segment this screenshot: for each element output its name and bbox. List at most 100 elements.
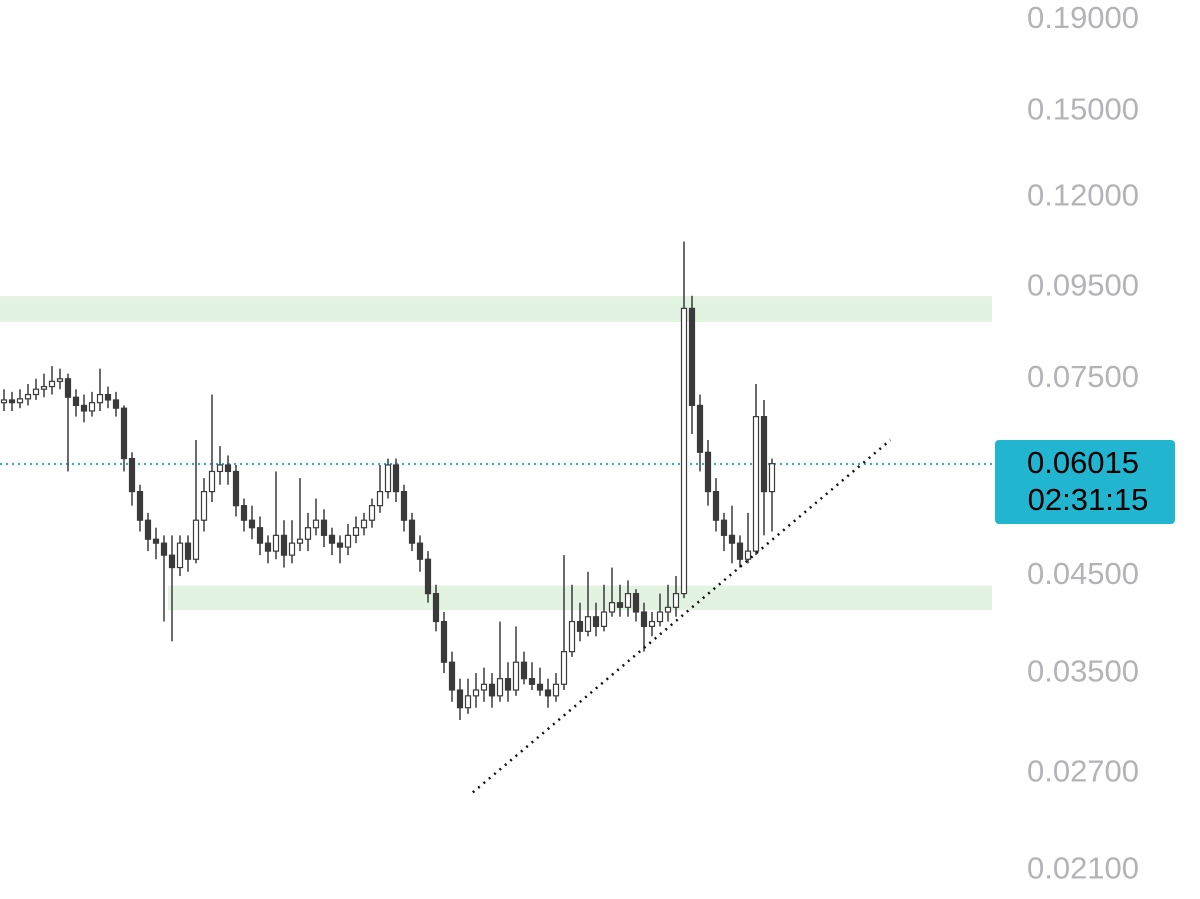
candle-body — [304, 527, 312, 540]
candle-body — [176, 542, 184, 569]
candle-body — [624, 593, 632, 608]
candle-body — [184, 542, 192, 560]
candle-body — [464, 695, 472, 709]
y-tick-label: 0.02100 — [1027, 851, 1139, 886]
candle-body — [216, 464, 224, 473]
candle-body — [608, 602, 616, 613]
candle-body — [600, 611, 608, 627]
candle-body — [488, 683, 496, 697]
candle-body — [664, 606, 672, 613]
candle-body — [200, 490, 208, 521]
candle-body — [128, 457, 136, 493]
candle-body — [312, 519, 320, 529]
candle-body — [72, 396, 80, 407]
candle-body — [616, 602, 624, 608]
candle-body — [8, 399, 16, 404]
candle-body — [240, 505, 248, 521]
candle-body — [712, 490, 720, 521]
last-price-box — [995, 439, 1175, 524]
candle-body — [512, 661, 520, 691]
candle-body — [448, 661, 456, 691]
candle-body — [760, 416, 768, 493]
trendline — [471, 439, 892, 794]
candle-body — [192, 519, 200, 560]
candle-body — [48, 380, 56, 388]
candle-body — [432, 593, 440, 623]
candle-body — [496, 678, 504, 697]
candle-body — [424, 558, 432, 595]
candle-body — [560, 651, 568, 685]
candle-body — [456, 689, 464, 709]
candle-body — [56, 378, 64, 382]
candle-body — [376, 490, 384, 507]
candle-body — [736, 542, 744, 560]
candle-body — [568, 620, 576, 653]
candle-body — [528, 678, 536, 685]
candle-body — [336, 542, 344, 548]
candle-body — [408, 519, 416, 544]
candle-body — [344, 534, 352, 548]
y-tick-label: 0.19000 — [1027, 0, 1139, 35]
candle-body — [640, 611, 648, 627]
y-tick-label: 0.12000 — [1027, 177, 1139, 212]
candle-body — [672, 593, 680, 608]
candle-body — [288, 542, 296, 556]
candle-body — [152, 538, 160, 544]
candle-body — [656, 611, 664, 623]
candle-body — [64, 378, 72, 398]
candle-body — [472, 689, 480, 697]
candle-body — [168, 554, 176, 569]
candle-body — [328, 534, 336, 544]
y-tick-label: 0.07500 — [1027, 359, 1139, 394]
candle-body — [208, 470, 216, 493]
candle-body — [576, 620, 584, 632]
candle-body — [440, 620, 448, 663]
candle-body — [360, 519, 368, 529]
candle-body — [384, 464, 392, 493]
candle-body — [120, 407, 128, 460]
y-tick-label: 0.15000 — [1027, 91, 1139, 126]
candle-body — [224, 464, 232, 473]
candle-body — [104, 393, 112, 401]
candle-body — [296, 538, 304, 544]
candle-body — [352, 527, 360, 536]
candle-body — [648, 620, 656, 627]
candle-body — [632, 593, 640, 613]
candle-body — [704, 451, 712, 493]
candle-body — [80, 404, 88, 412]
candle-body — [768, 463, 776, 493]
candle-body — [24, 393, 32, 400]
candle-body — [416, 542, 424, 560]
candle-body — [160, 542, 168, 556]
candle-body — [552, 683, 560, 697]
candle-body — [0, 399, 8, 404]
zone — [0, 296, 992, 322]
y-tick-label: 0.03500 — [1027, 653, 1139, 688]
candle-body — [320, 519, 328, 536]
candle-body — [96, 393, 104, 404]
candle-body — [680, 307, 688, 595]
candle-body — [392, 464, 400, 493]
candle-body — [520, 661, 528, 680]
candle-body — [544, 689, 552, 697]
candle-body — [264, 542, 272, 552]
candle-body — [696, 404, 704, 453]
countdown-label: 02:31:15 — [1028, 482, 1149, 517]
candle-body — [232, 470, 240, 507]
candle-body — [248, 519, 256, 529]
candle-body — [112, 399, 120, 409]
candle-body — [720, 519, 728, 536]
candle-body — [728, 534, 736, 544]
candle-body — [88, 402, 96, 412]
candle-body — [136, 490, 144, 521]
candle-body — [752, 416, 760, 552]
candle-body — [744, 550, 752, 560]
candle-body — [40, 385, 48, 390]
y-tick-label: 0.09500 — [1027, 268, 1139, 303]
candle-body — [504, 678, 512, 691]
candle-body — [16, 398, 24, 404]
candle-body — [368, 505, 376, 521]
y-tick-label: 0.02700 — [1027, 754, 1139, 789]
y-tick-label: 0.04500 — [1027, 556, 1139, 591]
